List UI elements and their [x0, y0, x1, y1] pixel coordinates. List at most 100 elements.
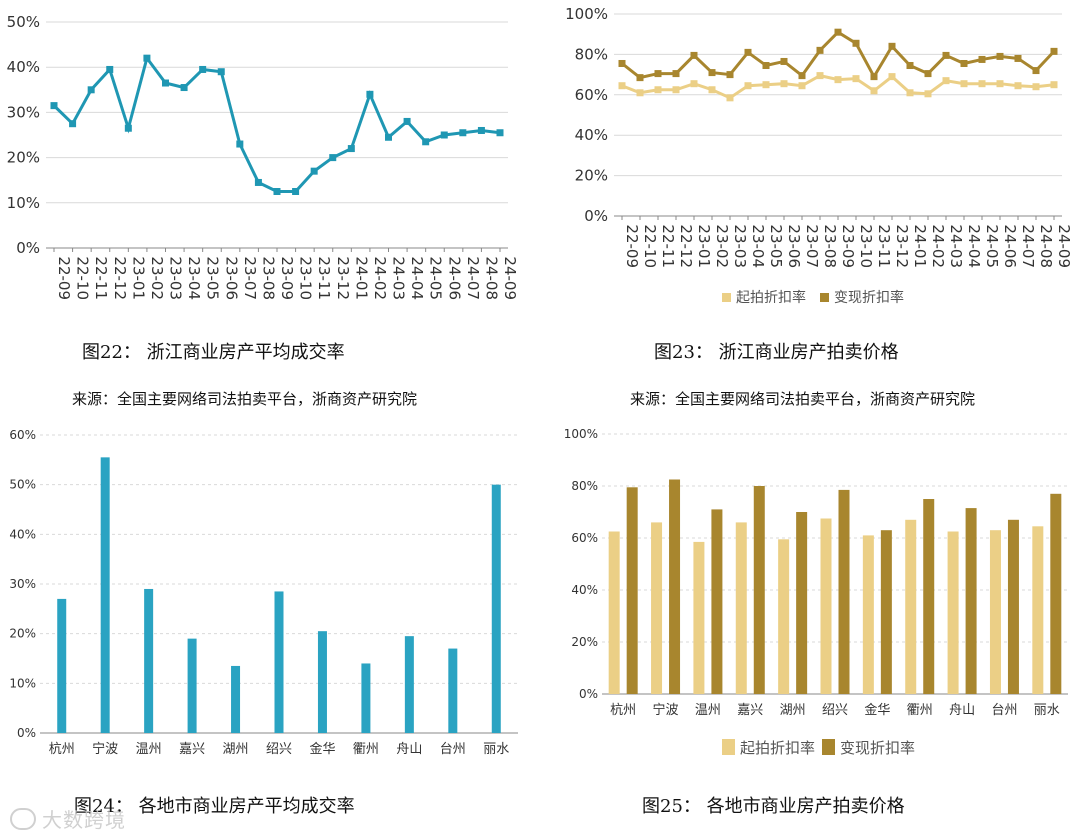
y-tick-label: 100%: [565, 5, 608, 23]
data-point: [654, 70, 662, 78]
y-tick-label: 50%: [9, 478, 36, 492]
bar: [796, 512, 808, 694]
data-point: [690, 51, 698, 59]
data-point: [762, 81, 770, 89]
legend-label: 起拍折扣率: [736, 289, 806, 306]
legend-swatch: [820, 293, 829, 302]
data-point: [780, 57, 788, 65]
caption-22: 图22： 浙江商业房产平均成交率: [82, 342, 345, 363]
data-point: [236, 140, 244, 148]
bar: [989, 530, 1001, 694]
x-tick-label: 23-10: [297, 256, 315, 300]
data-point: [422, 138, 430, 146]
data-point: [798, 72, 806, 80]
data-point: [906, 89, 914, 97]
x-tick-label: 23-04: [185, 256, 203, 300]
y-tick-label: 40%: [575, 126, 608, 144]
x-tick-label: 24-04: [408, 256, 426, 300]
data-point: [618, 82, 626, 90]
x-tick-label: 23-02: [148, 256, 166, 300]
data-point: [87, 86, 95, 94]
x-category-label: 衢州: [907, 703, 933, 718]
data-point: [960, 59, 968, 67]
watermark: 大数跨境: [10, 804, 126, 833]
x-tick-label: 23-01: [695, 224, 713, 268]
x-tick-label: 23-01: [129, 256, 147, 300]
data-point: [1050, 81, 1058, 89]
x-category-label: 温州: [695, 703, 721, 718]
x-category-label: 台州: [991, 703, 1017, 718]
y-tick-label: 0%: [17, 726, 36, 740]
data-point: [888, 42, 896, 50]
x-category-label: 舟山: [949, 703, 975, 718]
x-category-label: 宁波: [92, 741, 118, 757]
x-tick-label: 24-09: [501, 256, 519, 300]
data-point: [852, 39, 860, 47]
data-point: [440, 131, 448, 139]
y-tick-label: 0%: [584, 207, 608, 225]
x-tick-label: 23-10: [857, 224, 875, 268]
bar: [608, 531, 620, 694]
x-tick-label: 24-05: [427, 256, 445, 300]
bar: [144, 588, 154, 733]
x-tick-label: 24-02: [371, 256, 389, 300]
x-category-label: 丽水: [483, 742, 509, 757]
bar: [1007, 519, 1019, 694]
x-category-label: 绍兴: [266, 742, 292, 757]
data-point: [385, 133, 392, 141]
y-tick-label: 40%: [9, 527, 36, 541]
data-point: [672, 70, 680, 78]
data-point: [870, 73, 878, 81]
y-tick-label: 30%: [7, 103, 40, 121]
data-point: [816, 72, 824, 80]
data-point: [403, 117, 411, 125]
x-tick-label: 22-09: [623, 224, 641, 268]
x-tick-label: 23-05: [204, 256, 222, 300]
data-point: [942, 77, 950, 85]
y-tick-label: 20%: [7, 149, 40, 167]
data-point: [69, 120, 77, 128]
data-point: [834, 76, 842, 84]
x-tick-label: 23-12: [334, 256, 352, 300]
legend-swatch: [722, 739, 735, 755]
bar: [947, 531, 959, 694]
y-tick-label: 20%: [571, 635, 598, 649]
legend-label: 变现折扣率: [834, 289, 904, 306]
chart-22-svg: 0%10%20%30%40%50%22-09 22-10 22-11 22-12 23-…: [7, 13, 519, 300]
x-tick-label: 22-10: [74, 256, 92, 300]
data-point: [942, 51, 950, 59]
data-point: [162, 79, 169, 87]
x-tick-label: 23-06: [785, 224, 803, 268]
x-tick-label: 24-01: [911, 224, 929, 268]
bar: [651, 522, 663, 694]
x-category-label: 湖州: [780, 703, 806, 718]
x-tick-label: 23-08: [821, 224, 839, 268]
x-tick-label: 24-06: [1001, 224, 1019, 268]
bar: [187, 638, 197, 733]
bar: [231, 665, 241, 733]
x-category-label: 宁波: [653, 702, 679, 718]
bar: [838, 489, 850, 694]
data-point: [978, 55, 986, 63]
x-category-label: 金华: [864, 702, 890, 718]
data-point: [254, 178, 262, 186]
x-category-label: 舟山: [396, 742, 422, 757]
data-point: [459, 129, 467, 137]
caption-23: 图23： 浙江商业房产拍卖价格: [654, 342, 899, 363]
watermark-text: 大数跨境: [42, 808, 126, 832]
data-point: [106, 65, 114, 73]
data-point: [726, 94, 734, 102]
chart-24-svg: 0% 10% 20% 30% 40% 50% 60% 杭州 宁波 温州 嘉兴 湖州 绍兴 金华 衢州 舟山 台州…: [9, 428, 518, 757]
x-category-label: 丽水: [1034, 703, 1060, 718]
legend-swatch: [822, 739, 835, 755]
data-point: [50, 102, 58, 110]
data-point: [672, 86, 680, 94]
x-tick-label: 23-12: [893, 224, 911, 268]
x-tick-label: 23-03: [167, 256, 185, 300]
bar: [669, 479, 681, 694]
bar: [57, 598, 67, 733]
data-point: [273, 188, 281, 195]
bar: [905, 519, 917, 694]
bar: [923, 499, 935, 694]
x-tick-label: 23-08: [259, 256, 277, 300]
